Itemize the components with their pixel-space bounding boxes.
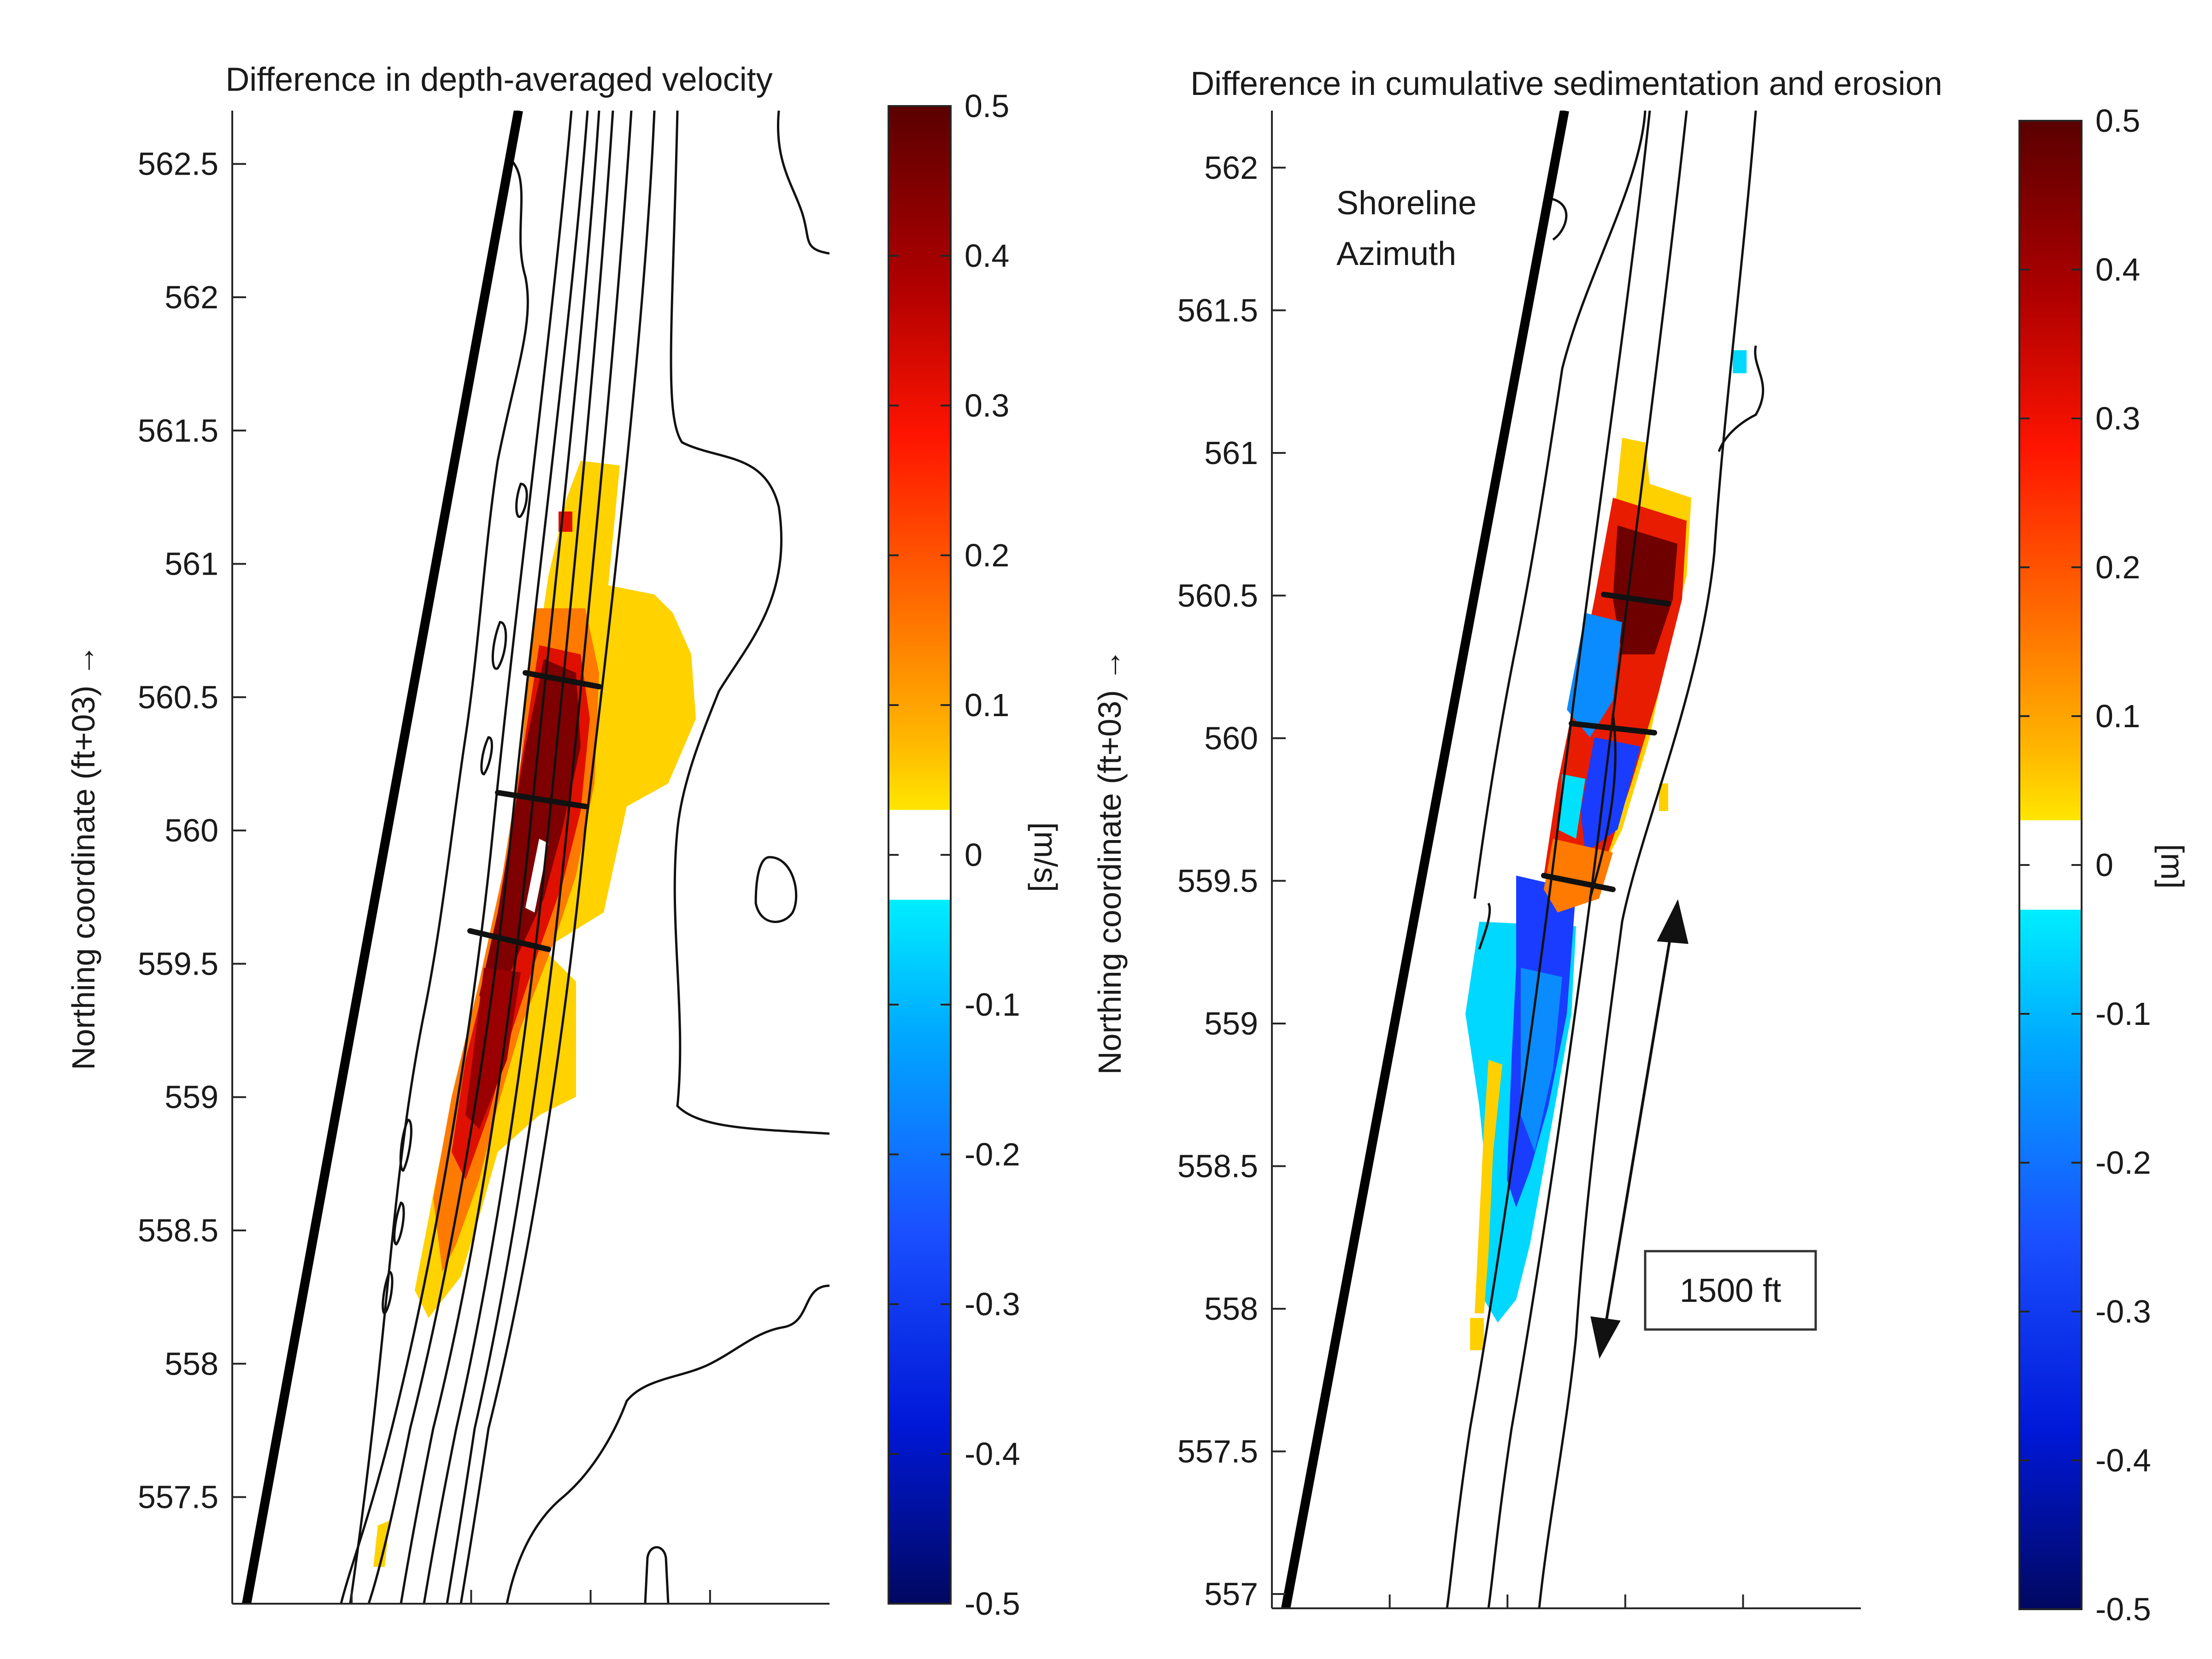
erosion-zone-mid: [1521, 968, 1562, 1152]
accretion-cell: [1470, 1318, 1484, 1350]
sediment-map: [1281, 111, 1765, 1608]
sediment-panel-title: Difference in cumulative sedimentation a…: [1190, 65, 1942, 102]
velocity-y-tick-label: 561: [165, 546, 218, 582]
velocity-colorbar-tick-label: 0.4: [965, 238, 1009, 274]
shoreline-azimuth-line-2: [1281, 111, 1569, 1608]
sediment-colorbar-tick-label: -0.5: [2095, 1591, 2151, 1627]
velocity-x-ticks: [351, 1590, 711, 1604]
velocity-colorbar: [888, 105, 952, 1605]
sediment-contours: [1446, 111, 1765, 1608]
velocity-zone-zero: [525, 839, 548, 912]
sediment-colorbar-tick-label: 0.2: [2095, 549, 2140, 585]
velocity-y-tick-label: 557.5: [138, 1479, 218, 1515]
sediment-y-tick-label: 562: [1204, 150, 1258, 186]
sediment-y-tick-label: 558.5: [1177, 1148, 1258, 1184]
scale-arrow: [1590, 899, 1688, 1359]
velocity-zone-peak-south: [465, 968, 521, 1129]
sediment-axes: [1271, 111, 1861, 1609]
sediment-colorbar-tick-label: 0.1: [2095, 698, 2140, 734]
velocity-colorbar-tick-label: -0.1: [965, 987, 1020, 1023]
velocity-y-tick-label: 559.5: [138, 946, 218, 982]
velocity-axes: [231, 111, 830, 1605]
sediment-y-tick-label: 559: [1204, 1006, 1258, 1041]
accretion-cell-north: [1733, 350, 1747, 373]
sediment-y-tick-label: 561.5: [1177, 292, 1258, 328]
velocity-structures: [467, 670, 602, 952]
mixed-zone-blue-2: [1581, 737, 1641, 853]
sediment-colorbar-tick-label: -0.4: [2095, 1442, 2151, 1478]
velocity-colorbar-tick-label: 0.5: [965, 88, 1009, 124]
velocity-colorbar-tick-label: 0: [965, 837, 982, 873]
azimuth-label: Azimuth: [1336, 235, 1456, 272]
velocity-colorbar-tick-label: -0.3: [965, 1286, 1020, 1322]
velocity-y-tick-label: 559: [165, 1079, 218, 1115]
sediment-structures: [1541, 592, 1671, 892]
mixed-zone-cyan: [1558, 774, 1585, 839]
velocity-y-ticks: 557.5 558 558.5 559 559.5 560 560.5 561 561.5 562…: [138, 146, 246, 1515]
velocity-y-tick-label: 558.5: [138, 1212, 218, 1248]
velocity-zone-low-south: [373, 1521, 389, 1567]
mixed-zone-dark: [1613, 525, 1677, 654]
sediment-colorbar-tick-label: -0.3: [2095, 1294, 2151, 1330]
velocity-colorbar-tick-label: 0.3: [965, 388, 1009, 424]
sediment-y-tick-label: 560: [1204, 720, 1258, 756]
velocity-colorbar-tick-label: 0.1: [965, 687, 1009, 723]
velocity-y-tick-label: 560: [165, 812, 218, 848]
velocity-panel-title: Difference in depth-averaged velocity: [225, 61, 772, 98]
sediment-panel: Difference in cumulative sedimentation a…: [1092, 65, 2190, 1627]
accretion-fringe-south: [1475, 1060, 1502, 1313]
sediment-colorbar-tick-label: 0: [2095, 847, 2113, 883]
accretion-cell-mid: [1659, 783, 1668, 811]
sediment-y-tick-label: 557: [1204, 1576, 1258, 1612]
velocity-colorbar-tick-label: -0.2: [965, 1136, 1020, 1172]
sediment-colorbar-tick-label: 0.5: [2095, 103, 2140, 139]
sediment-colorbar: [2018, 120, 2083, 1610]
sediment-y-tick-label: 558: [1204, 1291, 1258, 1327]
sediment-colorbar-ticks: 0.5 0.4 0.3 0.2 0.1 0 -0.1 -0.2 -0.3 -0.4 -0.5: [2019, 103, 2151, 1627]
velocity-y-tick-label: 562: [165, 279, 218, 315]
depth-contours: [340, 111, 830, 1604]
sediment-colorbar-label: [m]: [2154, 844, 2190, 888]
scale-box: [1644, 1250, 1817, 1331]
velocity-colorbar-label: [m/s]: [1028, 822, 1064, 892]
shoreline-azimuth-line: [242, 111, 523, 1604]
shoreline-label: Shoreline: [1336, 185, 1477, 222]
sediment-colorbar-tick-label: -0.2: [2095, 1145, 2151, 1181]
sediment-y-tick-label: 559.5: [1177, 863, 1258, 899]
velocity-y-tick-label: 562.5: [138, 146, 218, 182]
velocity-y-tick-label: 558: [165, 1346, 218, 1382]
sediment-y-tick-label: 561: [1204, 435, 1258, 471]
scale-label: 1500 ft: [1680, 1272, 1781, 1309]
sediment-colorbar-tick-label: 0.3: [2095, 400, 2140, 436]
velocity-colorbar-tick-label: 0.2: [965, 537, 1009, 573]
sediment-y-axis-label: Northing coordinate (ft+03) →: [1092, 649, 1128, 1075]
velocity-map: [242, 111, 830, 1604]
velocity-y-tick-label: 561.5: [138, 412, 218, 448]
sediment-y-tick-label: 557.5: [1177, 1434, 1258, 1470]
velocity-panel: Difference in depth-averaged velocity: [65, 61, 1064, 1622]
velocity-colorbar-ticks: 0.5 0.4 0.3 0.2 0.1 0 -0.1 -0.2 -0.3 -0.4 -0.5: [888, 88, 1020, 1622]
sediment-x-ticks: [1388, 1594, 1744, 1608]
sediment-colorbar-tick-label: 0.4: [2095, 252, 2140, 288]
sediment-y-ticks: 557 557.5 558 558.5 559 559.5 560 560.5 561 561.5…: [1177, 150, 1286, 1612]
sediment-colorbar-tick-label: -0.1: [2095, 996, 2151, 1032]
velocity-y-axis-label: Northing coordinate (ft+03) →: [65, 644, 101, 1070]
velocity-y-tick-label: 560.5: [138, 679, 218, 715]
velocity-colorbar-tick-label: -0.4: [965, 1436, 1020, 1472]
velocity-colorbar-tick-label: -0.5: [965, 1586, 1020, 1622]
sediment-y-tick-label: 560.5: [1177, 577, 1258, 613]
